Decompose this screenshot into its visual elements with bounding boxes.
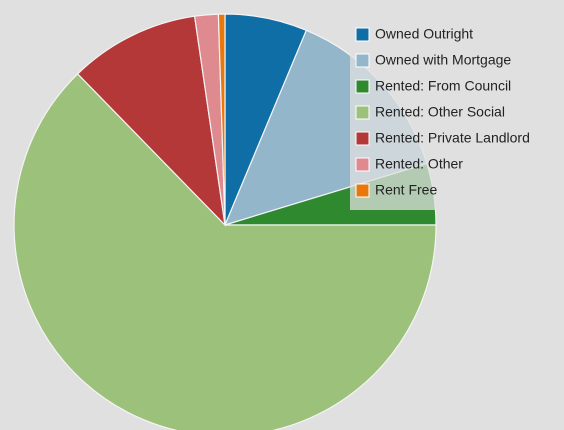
legend-swatch (355, 105, 370, 120)
legend-swatch (355, 79, 370, 94)
legend-label: Owned with Mortgage (375, 52, 511, 68)
legend-swatch (355, 27, 370, 42)
legend-swatch (355, 183, 370, 198)
legend-label: Rent Free (375, 182, 437, 198)
legend-swatch (355, 157, 370, 172)
legend-label: Rented: From Council (375, 78, 511, 94)
legend-label: Rented: Other (375, 156, 463, 172)
pie-slice (76, 15, 226, 227)
legend-swatch (355, 131, 370, 146)
legend-box (350, 22, 562, 210)
legend-label: Rented: Private Landlord (375, 130, 530, 146)
pie-slice (217, 13, 226, 226)
legend-swatch (355, 53, 370, 68)
legend-label: Owned Outright (375, 26, 473, 42)
pie-slice (13, 73, 437, 430)
legend-label: Rented: Other Social (375, 104, 505, 120)
